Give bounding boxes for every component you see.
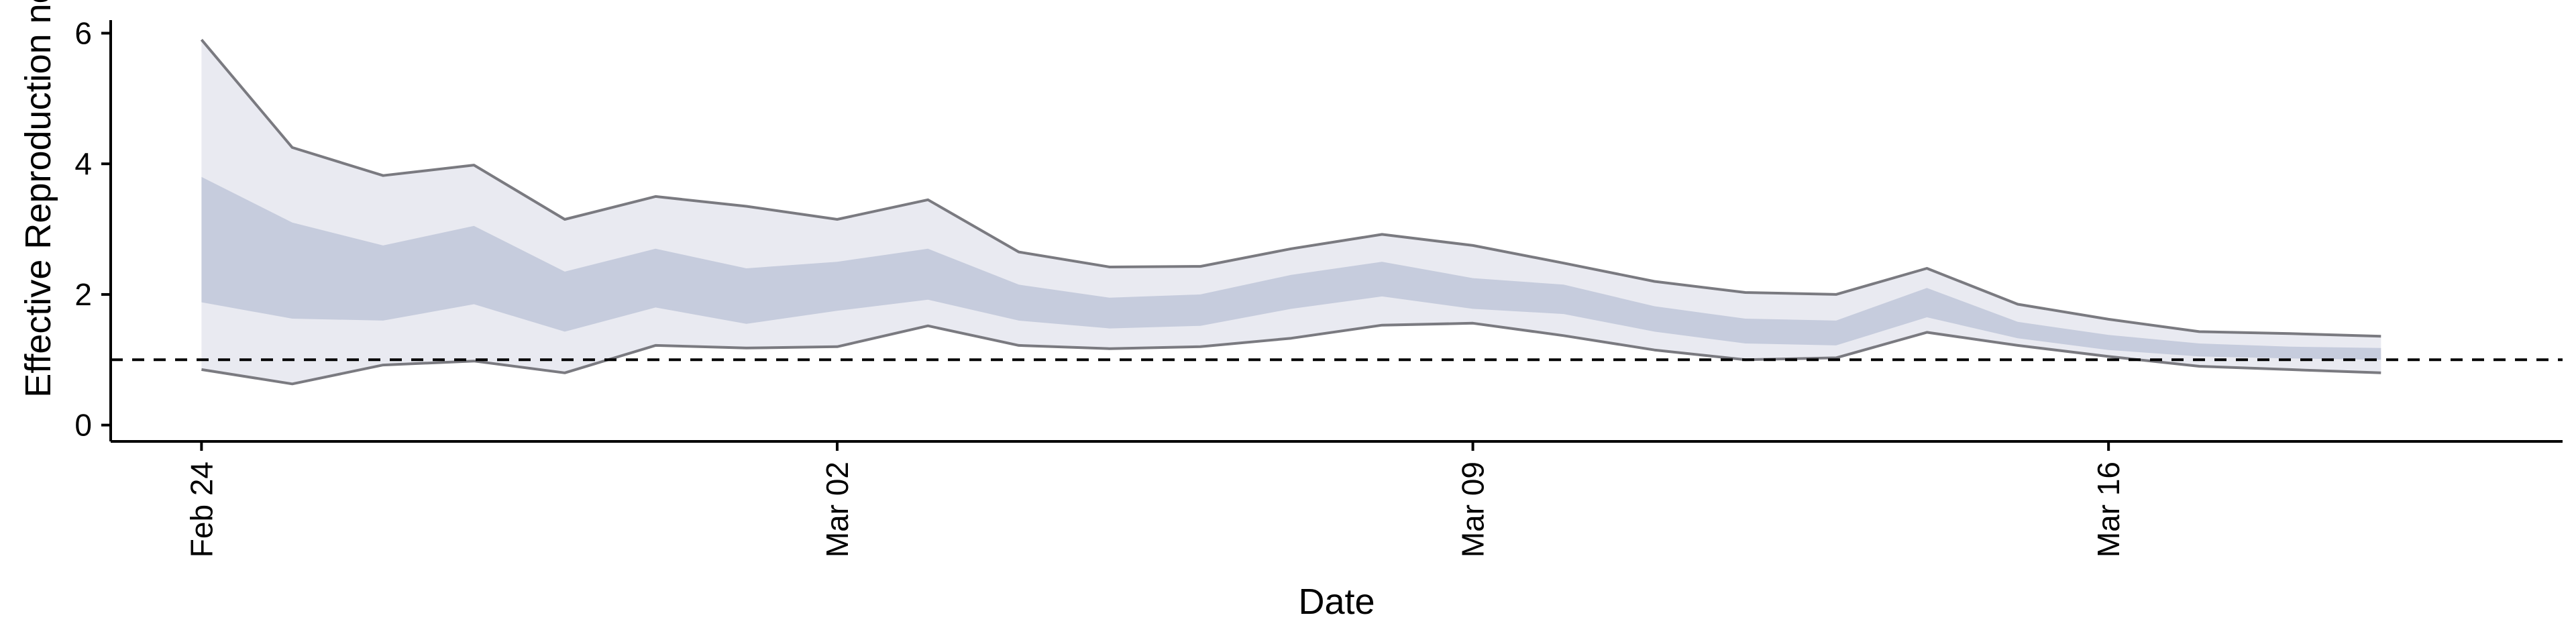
x-tick-label: Mar 16 [2091, 462, 2126, 557]
x-axis-title: Date [1298, 582, 1375, 622]
lower-bound-line [201, 321, 2381, 386]
y-tick-label: 0 [74, 408, 92, 443]
plot-area: 0 2 4 6 Feb 24 Mar 02 Mar 09 Mar 16 [74, 15, 2563, 557]
inner-credible-band [201, 176, 2381, 360]
x-tick-label: Mar 09 [1456, 462, 1491, 557]
x-tick-label: Mar 02 [820, 462, 855, 557]
y-tick-label: 6 [74, 15, 92, 50]
upper-bound-line [200, 38, 2381, 338]
x-tick-label: Feb 24 [184, 462, 219, 557]
y-axis-title: Effective Reproduction no [18, 0, 58, 398]
y-tick-label: 4 [74, 146, 92, 181]
y-tick-label: 2 [74, 277, 92, 312]
